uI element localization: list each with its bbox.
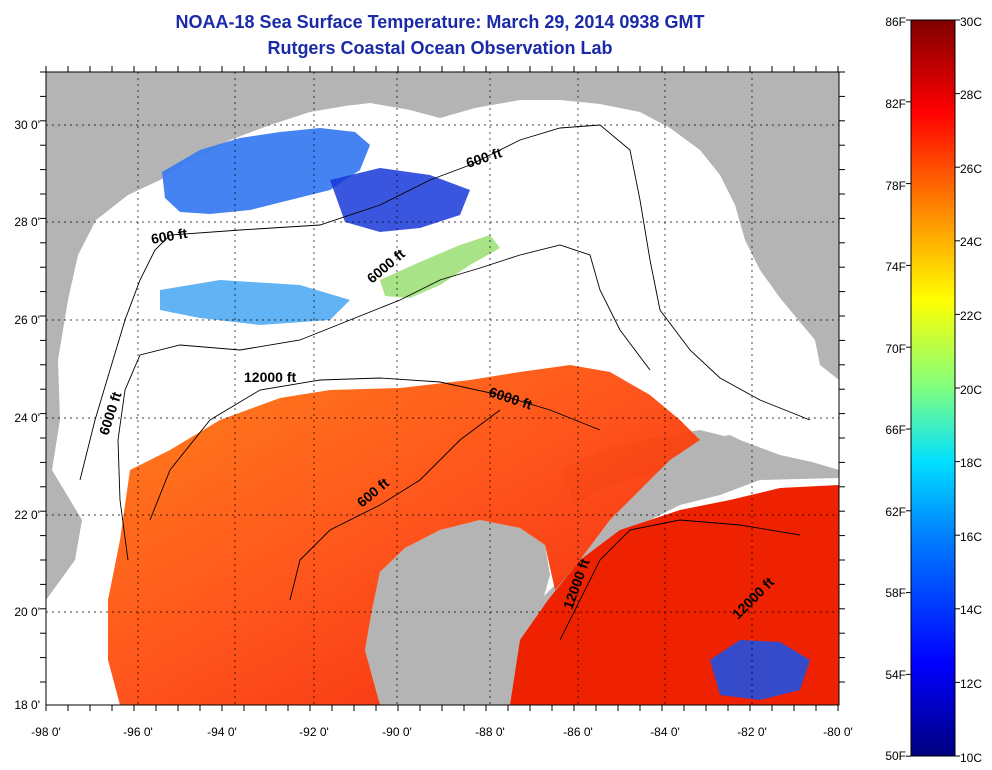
f-label: 82F <box>885 97 906 111</box>
c-label: 30C <box>960 15 982 29</box>
lon-tick-label: -80 0' <box>823 725 853 739</box>
f-label: 54F <box>885 668 906 682</box>
f-label: 50F <box>885 749 906 763</box>
c-label: 20C <box>960 383 982 397</box>
c-label: 24C <box>960 235 982 249</box>
mild-patch <box>380 235 500 298</box>
contour-label: 12000 ft <box>244 369 296 385</box>
lat-tick-label: 30 0' <box>14 118 40 132</box>
colorbar <box>910 19 956 757</box>
yucatan-land <box>365 520 550 705</box>
warm-water-south <box>108 365 700 705</box>
lat-axis: 30 0' 28 0' 26 0' 24 0' 22 0' 20 0' 18 0… <box>14 118 40 712</box>
cold-patches-north <box>330 168 470 232</box>
lon-tick-label: -98 0' <box>31 725 61 739</box>
c-label: 16C <box>960 530 982 544</box>
colorbar-c-labels: 30C 28C 26C 24C 22C 20C 18C 16C 14C 12C … <box>960 15 982 765</box>
lon-axis: -98 0' -96 0' -94 0' -92 0' -90 0' -88 0… <box>31 725 853 739</box>
colorbar-ticks <box>906 19 960 757</box>
c-label: 28C <box>960 88 982 102</box>
lon-tick-label: -86 0' <box>563 725 593 739</box>
lon-tick-label: -82 0' <box>737 725 767 739</box>
c-label: 14C <box>960 603 982 617</box>
colorbar-f-labels: 86F 82F 78F 74F 70F 66F 62F 58F 54F 50F <box>885 15 906 763</box>
c-label: 22C <box>960 309 982 323</box>
f-label: 86F <box>885 15 906 29</box>
c-label: 12C <box>960 677 982 691</box>
f-label: 58F <box>885 586 906 600</box>
lon-tick-label: -90 0' <box>382 725 412 739</box>
f-label: 70F <box>885 342 906 356</box>
contour-label: 600 ft <box>150 225 189 247</box>
lon-tick-label: -92 0' <box>299 725 329 739</box>
grid-lines <box>46 72 839 705</box>
f-label: 78F <box>885 179 906 193</box>
lat-tick-label: 24 0' <box>14 411 40 425</box>
cold-patch-caribbean <box>710 640 810 700</box>
lat-tick-label: 28 0' <box>14 215 40 229</box>
c-label: 26C <box>960 162 982 176</box>
lon-tick-label: -84 0' <box>650 725 680 739</box>
lon-tick-label: -88 0' <box>475 725 505 739</box>
lat-tick-label: 26 0' <box>14 313 40 327</box>
lon-tick-label: -94 0' <box>207 725 237 739</box>
c-label: 10C <box>960 751 982 765</box>
cold-shelf-water <box>162 128 370 214</box>
lat-tick-label: 18 0' <box>14 698 40 712</box>
lat-tick-label: 20 0' <box>14 605 40 619</box>
lon-tick-label: -96 0' <box>123 725 153 739</box>
f-label: 74F <box>885 260 906 274</box>
mid-patches <box>160 280 350 325</box>
f-label: 62F <box>885 505 906 519</box>
c-label: 18C <box>960 456 982 470</box>
bathymetry-contours <box>79 124 811 641</box>
map-subtitle: Rutgers Coastal Ocean Observation Lab <box>267 38 613 58</box>
f-label: 66F <box>885 423 906 437</box>
lat-tick-label: 22 0' <box>14 508 40 522</box>
axis-ticks <box>40 66 845 711</box>
map-title: NOAA-18 Sea Surface Temperature: March 2… <box>175 12 705 32</box>
florida-land <box>700 80 839 360</box>
